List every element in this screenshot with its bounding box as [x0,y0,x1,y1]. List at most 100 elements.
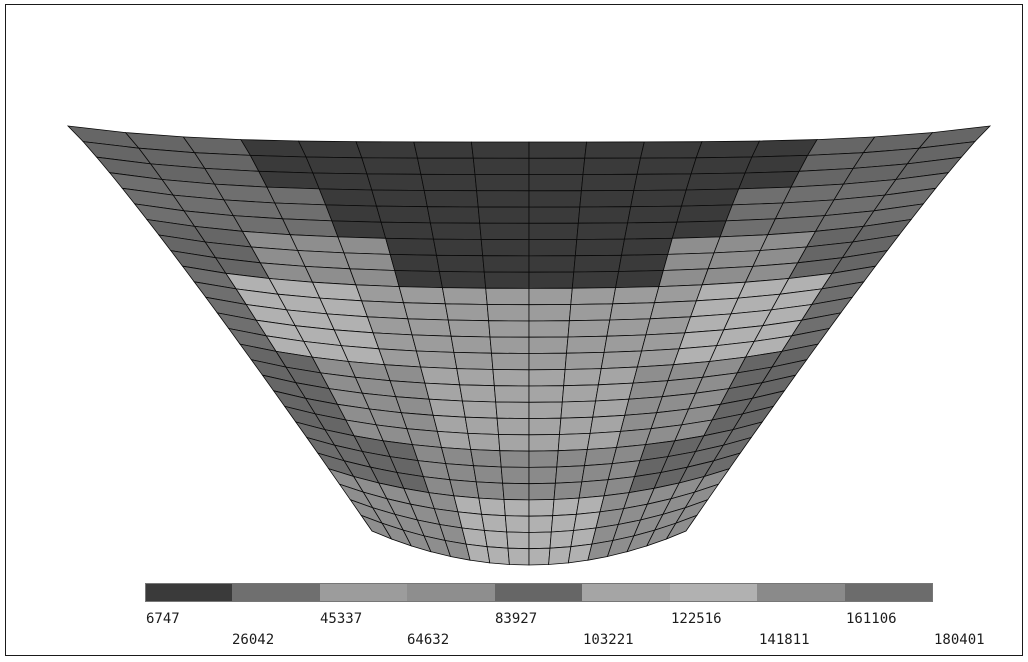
legend-label: 161106 [846,611,897,627]
mesh-element [433,238,484,257]
mesh-element [493,385,530,403]
mesh-element [731,186,792,206]
mesh-element [429,222,482,240]
legend-color-band [319,584,407,601]
mesh-element [528,369,566,387]
mesh-element [567,319,611,338]
mesh-element [615,270,664,289]
mesh-element [528,499,555,517]
mesh-element [420,173,478,192]
mesh-element [441,287,488,305]
mesh-element [725,202,784,222]
mesh-element [600,350,643,370]
mesh-element [658,268,709,288]
mesh-element [577,206,632,224]
mesh-element [563,368,602,387]
mesh-element [662,252,715,271]
mesh-element [528,206,581,224]
legend-label: 83927 [495,611,538,627]
mesh-element [472,157,530,175]
mesh-element [297,140,363,159]
mesh-element [420,366,461,386]
mesh-element [361,157,422,175]
mesh-element [461,400,498,419]
mesh-element [627,205,683,224]
mesh-element [240,139,307,158]
mesh-element [485,287,530,306]
mesh-element [528,482,556,501]
legend-color-band [146,584,232,601]
mesh-element [528,466,558,485]
mesh-element [695,140,761,159]
mesh-element [506,531,530,550]
legend-label: 141811 [759,632,810,648]
mesh-element [548,546,572,565]
mesh-element [582,157,641,175]
mesh-element [445,463,477,483]
mesh-element [553,481,583,500]
mesh-element [556,449,588,468]
mesh-element [570,287,617,305]
mesh-element [475,481,505,500]
mesh-element [423,190,479,208]
mesh-element [486,304,530,322]
mesh-element [580,173,638,192]
mesh-element [473,465,504,484]
mesh-element [436,430,472,450]
mesh-element [498,434,530,452]
legend-label: 180401 [934,632,985,648]
mesh-element [426,206,481,224]
mesh-element [375,205,431,224]
mesh-element [528,287,573,306]
mesh-element [496,417,530,436]
mesh-element [474,174,530,192]
mesh-element [355,284,405,304]
mesh-element [343,252,396,271]
mesh-element [449,479,480,499]
mesh-element [500,466,530,485]
mesh-element [636,348,680,368]
mesh-element [639,141,703,159]
mesh-element [528,417,562,436]
legend-color-band [844,584,932,601]
mesh-element [571,271,620,289]
mesh-element [528,190,582,208]
mesh-element [685,172,746,191]
mesh-element [649,300,697,320]
mesh-element [337,236,391,255]
mesh-element [597,366,638,386]
mesh-element [738,170,800,190]
mesh-element [589,414,626,434]
mesh-element [528,352,567,371]
mesh-element [568,303,614,322]
mesh-element [411,334,455,353]
mesh-element [428,398,466,418]
mesh-element [479,222,530,241]
mesh-element [641,332,686,352]
mesh-element [378,348,422,368]
mesh-element [528,450,559,468]
mesh-element [470,449,502,468]
mesh-element [528,531,552,550]
mesh-element [491,352,530,371]
mesh-element [305,156,368,175]
mesh-element [636,157,697,175]
mesh-element [609,302,656,321]
mesh-element [528,547,551,566]
legend-label: 64632 [407,632,450,648]
mesh-element [385,237,437,256]
mesh-element [477,206,530,224]
mesh-element [528,271,575,289]
legend-label: 45337 [320,611,363,627]
mesh-element [467,432,501,452]
mesh-element [528,434,560,452]
mesh-element [667,236,721,255]
mesh-element [502,482,530,501]
mesh-element [595,382,634,402]
mesh-element [480,239,530,257]
mesh-element [450,335,492,354]
mesh-element [482,255,530,273]
mesh-element [528,157,586,175]
mesh-element [417,157,476,175]
mesh-element [432,414,469,434]
